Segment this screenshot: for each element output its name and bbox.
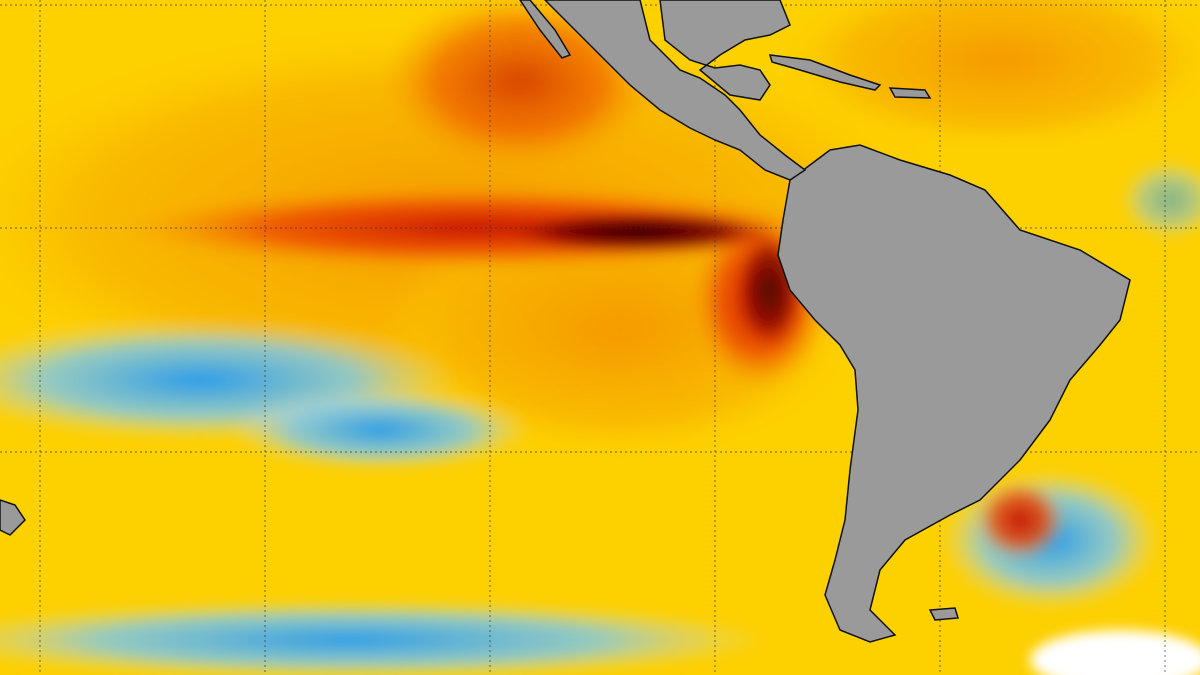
hot-area [975,480,1065,560]
cold-area [0,600,770,675]
hot-core [500,210,780,254]
hispaniola [888,87,932,99]
island [0,499,26,536]
cold-area [230,390,530,470]
cuba [768,54,882,91]
north-america-gulf [659,0,791,101]
landmasses [0,0,1131,643]
south-america [777,144,1131,643]
ice-area [1030,630,1200,675]
falkland-islands [928,607,959,621]
cold-area [1120,160,1200,240]
central-america [543,0,807,181]
baja-california [519,0,572,59]
